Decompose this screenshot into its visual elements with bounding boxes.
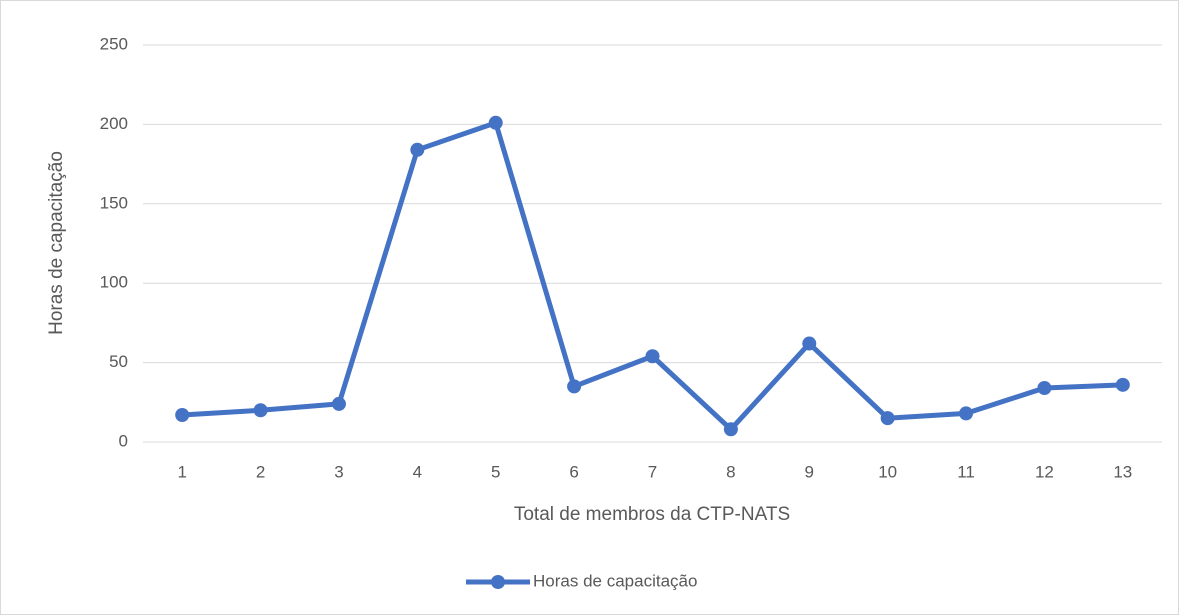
y-tick-label: 200 <box>100 114 128 133</box>
x-tick-label: 8 <box>726 462 735 481</box>
y-tick-label: 250 <box>100 34 128 53</box>
point <box>488 115 503 130</box>
y-axis-label: Horas de capacitação <box>46 151 67 335</box>
x-tick-label: 13 <box>1113 462 1132 481</box>
legend-marker <box>491 575 505 589</box>
point <box>1037 381 1052 396</box>
point <box>880 411 895 426</box>
point <box>567 379 582 394</box>
y-tick-label: 50 <box>109 352 128 371</box>
x-tick-label: 3 <box>334 462 343 481</box>
point <box>175 408 190 423</box>
x-tick-label: 4 <box>413 462 422 481</box>
point <box>802 336 817 351</box>
x-tick-label: 1 <box>177 462 186 481</box>
x-tick-label: 11 <box>957 462 975 481</box>
point <box>331 396 346 411</box>
y-tick-label: 150 <box>100 193 128 212</box>
point <box>410 142 425 157</box>
x-tick-label: 9 <box>805 462 814 481</box>
x-tick-label: 7 <box>648 462 657 481</box>
point <box>1115 377 1130 392</box>
x-axis-label: Total de membros da CTP-NATS <box>514 504 790 525</box>
point <box>723 422 738 437</box>
legend-label: Horas de capacitação <box>533 571 697 590</box>
x-tick-label: 5 <box>491 462 500 481</box>
point <box>959 406 974 421</box>
x-tick-label: 6 <box>569 462 578 481</box>
x-tick-label: 10 <box>878 462 897 481</box>
x-tick-label: 12 <box>1035 462 1054 481</box>
point <box>253 403 268 418</box>
y-tick-label: 0 <box>119 431 128 450</box>
x-tick-label: 2 <box>256 462 265 481</box>
y-tick-label: 100 <box>100 273 128 292</box>
point <box>645 349 660 364</box>
